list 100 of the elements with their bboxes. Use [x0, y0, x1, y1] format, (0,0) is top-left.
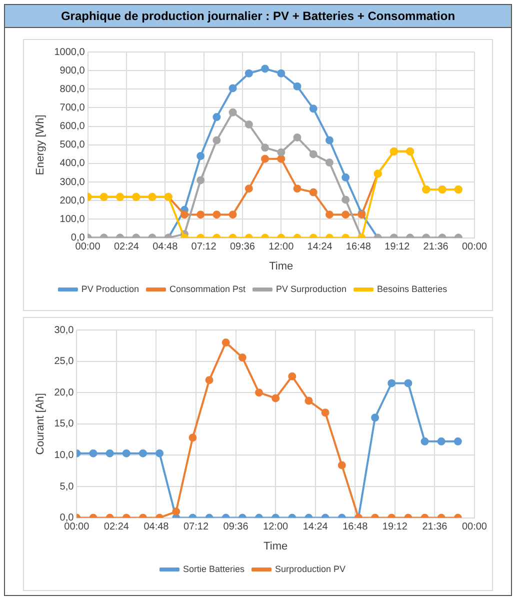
- x-tick-label: 04:48: [152, 242, 178, 253]
- x-tick-label: 16:48: [342, 522, 368, 533]
- y-tick-label: 500,0: [60, 140, 86, 151]
- y-tick-label: 600,0: [60, 121, 86, 132]
- point: [106, 449, 114, 458]
- point: [342, 210, 350, 219]
- x-tick-label: 04:48: [144, 522, 170, 533]
- y-tick-label: 700,0: [60, 102, 86, 114]
- point: [205, 376, 214, 384]
- y-tick-label: 5,0: [60, 481, 74, 492]
- x-tick-label: 09:36: [223, 522, 249, 533]
- point: [244, 69, 253, 78]
- point: [222, 338, 230, 347]
- y-axis-title: Energy [Wh]: [34, 114, 47, 176]
- y-axis-title: Courant [Ah]: [34, 393, 47, 455]
- x-tick-label: 02:24: [104, 522, 130, 533]
- point: [454, 437, 462, 446]
- x-tick-label: 21:36: [423, 242, 449, 253]
- point: [404, 379, 412, 388]
- point: [309, 104, 318, 113]
- x-tick-label: 07:12: [183, 522, 209, 533]
- point: [180, 210, 188, 219]
- point: [261, 154, 270, 163]
- point: [255, 388, 263, 397]
- point: [188, 434, 197, 442]
- point: [196, 210, 205, 219]
- y-tick-label: 25,0: [54, 356, 74, 368]
- point: [277, 154, 286, 163]
- y-tick-label: 10,0: [54, 450, 74, 461]
- x-tick-label: 12:00: [263, 522, 289, 533]
- point: [228, 210, 237, 219]
- point: [244, 184, 253, 193]
- legend-label: Consommation Pst: [169, 284, 246, 294]
- point: [277, 148, 286, 156]
- y-tick-label: 300,0: [60, 176, 86, 188]
- y-tick-label: 900,0: [60, 65, 86, 76]
- point: [277, 69, 286, 78]
- point: [342, 173, 350, 182]
- point: [212, 210, 221, 219]
- x-tick-label: 19:12: [384, 242, 410, 253]
- point: [304, 396, 313, 405]
- point: [196, 176, 205, 184]
- point: [261, 64, 270, 73]
- point: [342, 196, 350, 204]
- point: [122, 449, 130, 458]
- x-tick-label: 14:24: [307, 242, 333, 253]
- point: [371, 414, 380, 422]
- point: [156, 449, 164, 458]
- y-tick-label: 400,0: [60, 158, 86, 170]
- x-axis-title: Time: [269, 260, 294, 272]
- point: [437, 437, 446, 446]
- point: [338, 461, 346, 470]
- point: [420, 437, 429, 446]
- y-tick-label: 0,0: [70, 232, 86, 244]
- y-tick-label: 20,0: [54, 387, 74, 398]
- point: [244, 120, 253, 128]
- y-tick-label: 200,0: [60, 195, 86, 206]
- x-axis-title: Time: [264, 540, 288, 552]
- legend-label: Besoins Batteries: [377, 284, 448, 294]
- x-tick-label: 19:12: [382, 522, 408, 533]
- point: [309, 188, 318, 196]
- x-tick-label: 00:00: [75, 242, 101, 253]
- point: [325, 136, 334, 144]
- x-tick-label: 12:00: [268, 242, 294, 253]
- point: [288, 372, 296, 380]
- point: [293, 184, 302, 193]
- x-tick-label: 00:00: [64, 522, 90, 533]
- y-tick-label: 1000,0: [54, 46, 86, 58]
- point: [228, 84, 237, 92]
- point: [321, 408, 330, 417]
- point: [388, 379, 396, 388]
- x-tick-label: 09:36: [230, 242, 256, 253]
- point: [196, 152, 205, 160]
- x-tick-label: 21:36: [422, 522, 448, 533]
- point: [212, 136, 221, 144]
- chart-title: Graphique de production journalier : PV + Batteries + Consommation: [5, 5, 511, 28]
- x-tick-label: 00:00: [462, 242, 488, 253]
- legend-label: Surproduction PV: [274, 564, 346, 574]
- point: [293, 82, 302, 90]
- point: [272, 394, 280, 402]
- point: [325, 158, 334, 167]
- point: [325, 210, 334, 219]
- x-tick-label: 02:24: [114, 242, 140, 253]
- point: [238, 354, 246, 362]
- y-tick-label: 800,0: [60, 84, 86, 95]
- x-tick-label: 07:12: [191, 242, 217, 253]
- y-tick-label: 0,0: [60, 512, 74, 524]
- point: [261, 144, 270, 152]
- x-tick-label: 00:00: [462, 522, 488, 533]
- point: [89, 449, 98, 458]
- point: [293, 133, 302, 142]
- x-tick-label: 14:24: [302, 522, 328, 533]
- point: [138, 449, 147, 458]
- legend-label: PV Surproduction: [276, 284, 347, 294]
- point: [309, 150, 318, 158]
- y-tick-label: 100,0: [60, 214, 86, 225]
- legend-label: Sortie Batteries: [182, 564, 245, 574]
- y-tick-label: 15,0: [54, 418, 74, 430]
- x-tick-label: 16:48: [346, 242, 372, 253]
- point: [228, 108, 237, 116]
